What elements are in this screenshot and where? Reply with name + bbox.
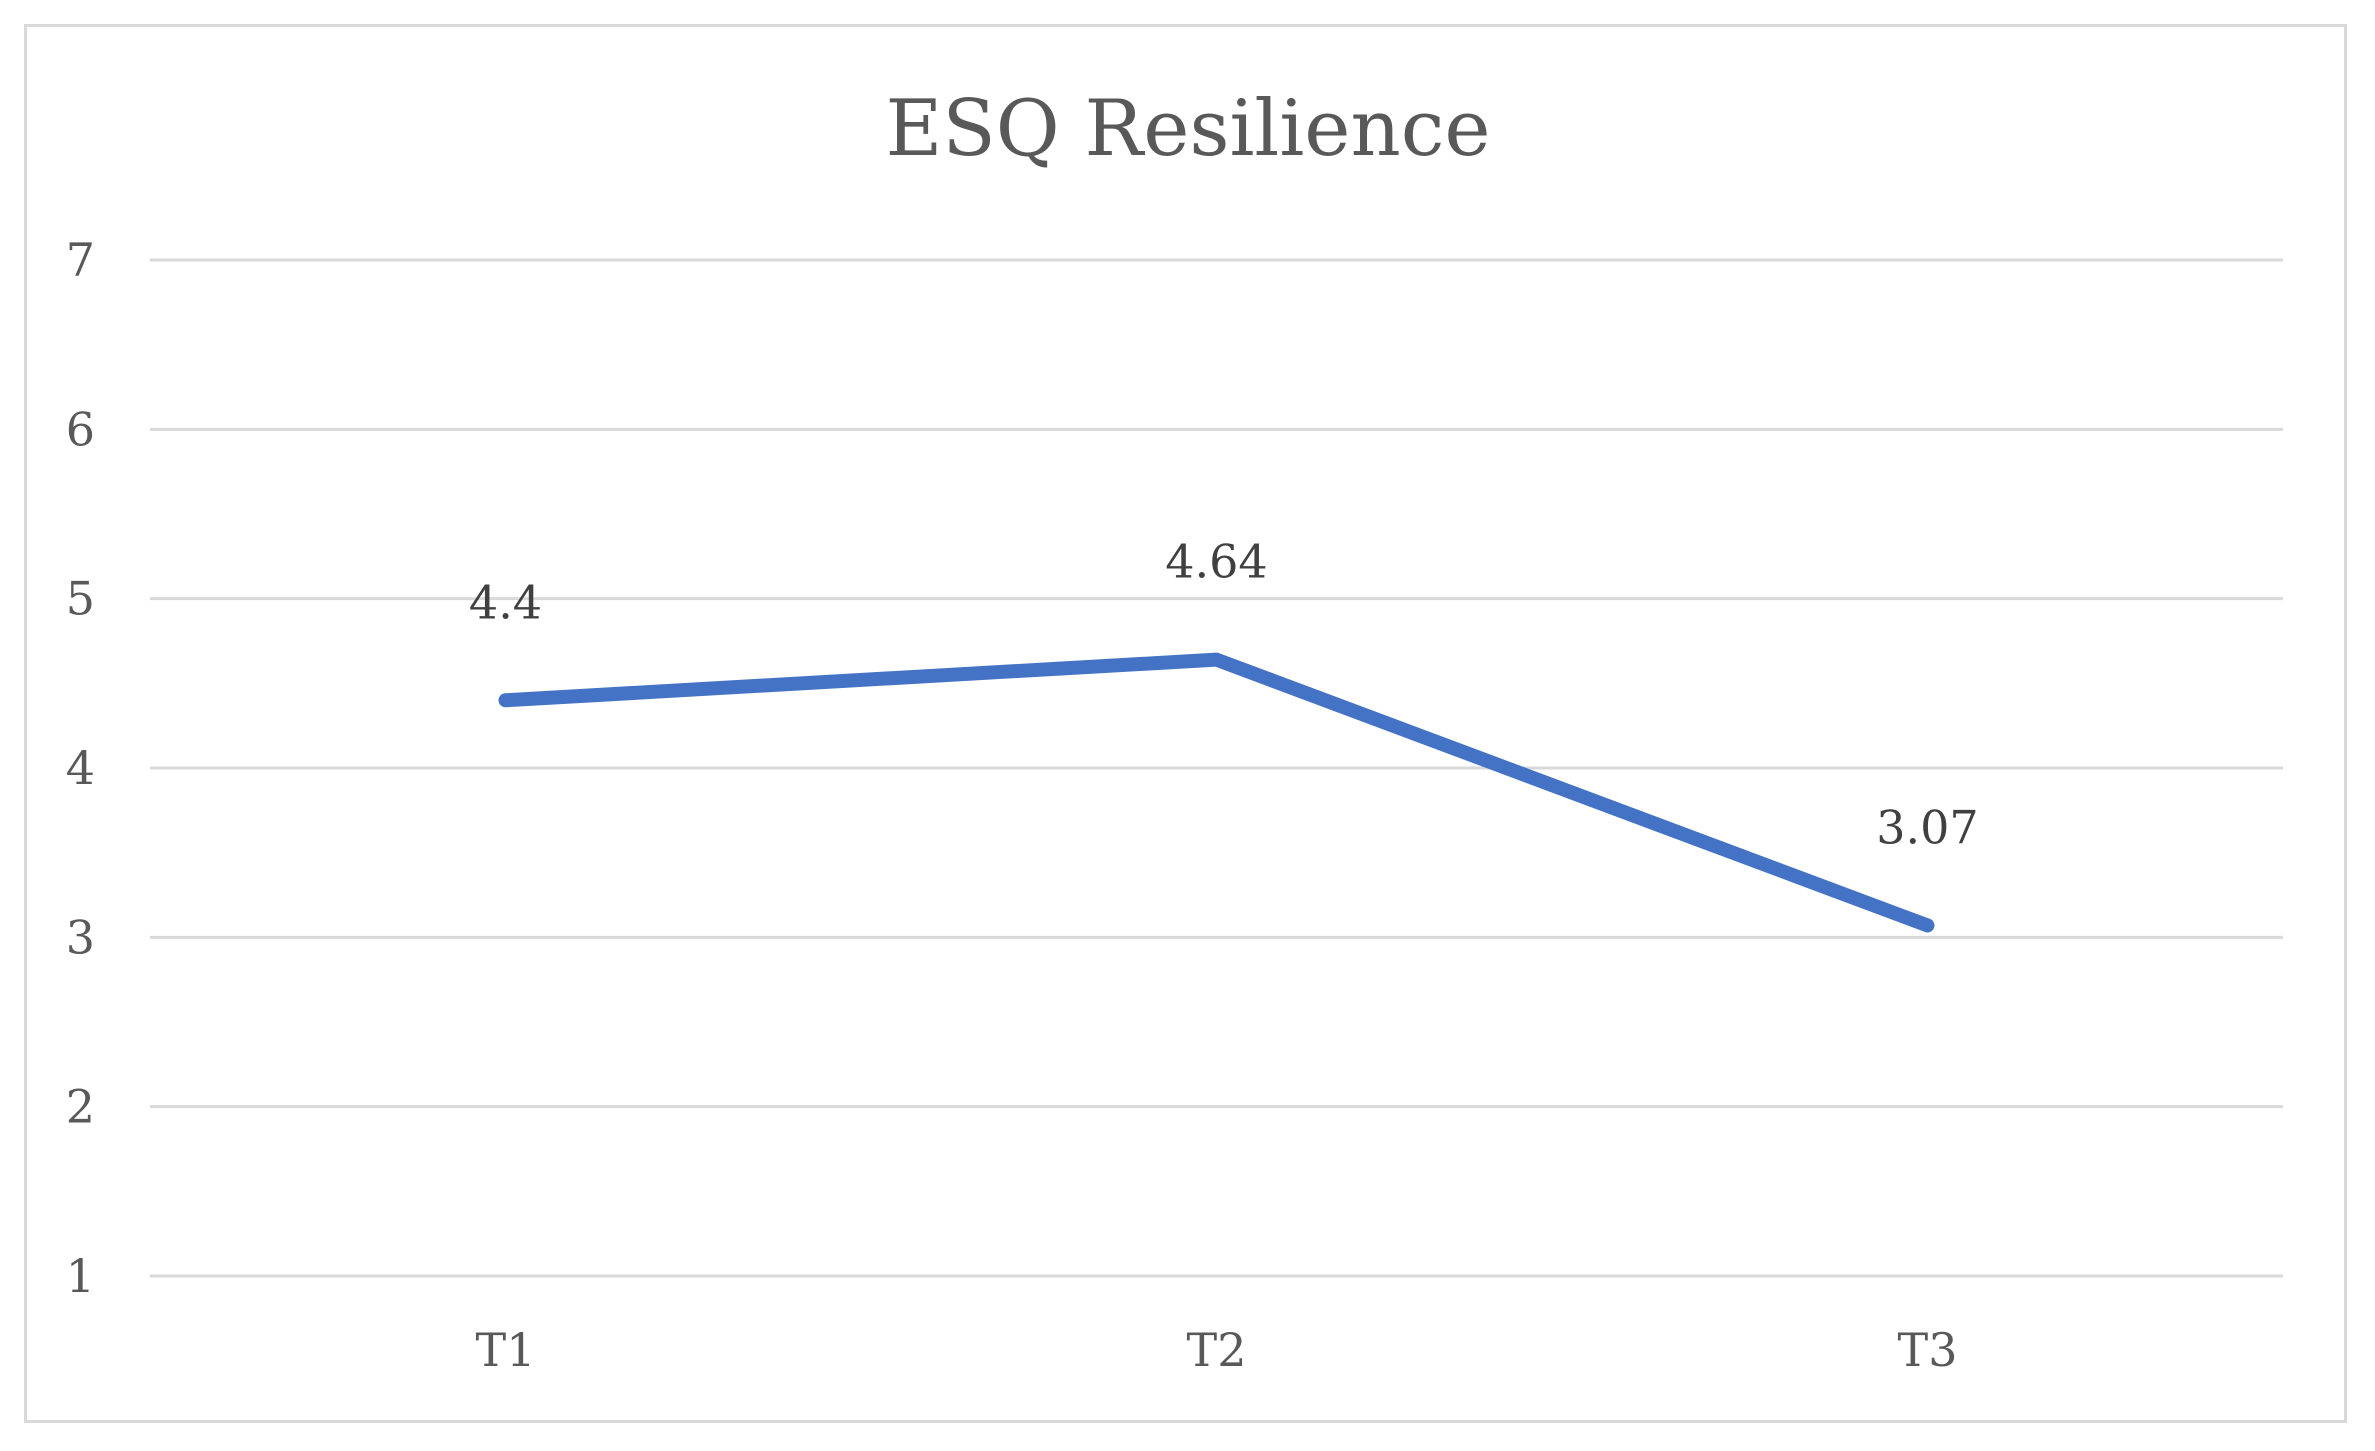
series-layer [498,652,1935,933]
y-tick-label: 1 [66,1249,95,1303]
y-tick-label: 3 [66,910,95,964]
data-label: 4.4 [469,575,542,629]
data-labels: 4.4 4.64 3.07 [469,535,1979,855]
x-tick-label: T1 [476,1323,536,1377]
x-tick-label: T3 [1898,1323,1958,1377]
data-label: 4.64 [1165,535,1267,589]
x-axis-ticks: T1 T2 T3 [476,1323,1958,1377]
series-line [498,652,1935,933]
x-tick-label: T2 [1187,1323,1247,1377]
y-tick-label: 4 [66,741,95,795]
chart-title: ESQ Resilience [885,84,1490,174]
y-axis-ticks: 1 2 3 4 5 6 7 [66,233,95,1303]
gridlines [150,258,2283,1278]
y-tick-label: 6 [66,402,95,456]
chart-frame [24,24,2347,1423]
data-label: 3.07 [1876,800,1978,854]
y-tick-label: 5 [66,572,95,626]
y-tick-label: 2 [66,1080,95,1134]
y-tick-label: 7 [66,233,95,287]
